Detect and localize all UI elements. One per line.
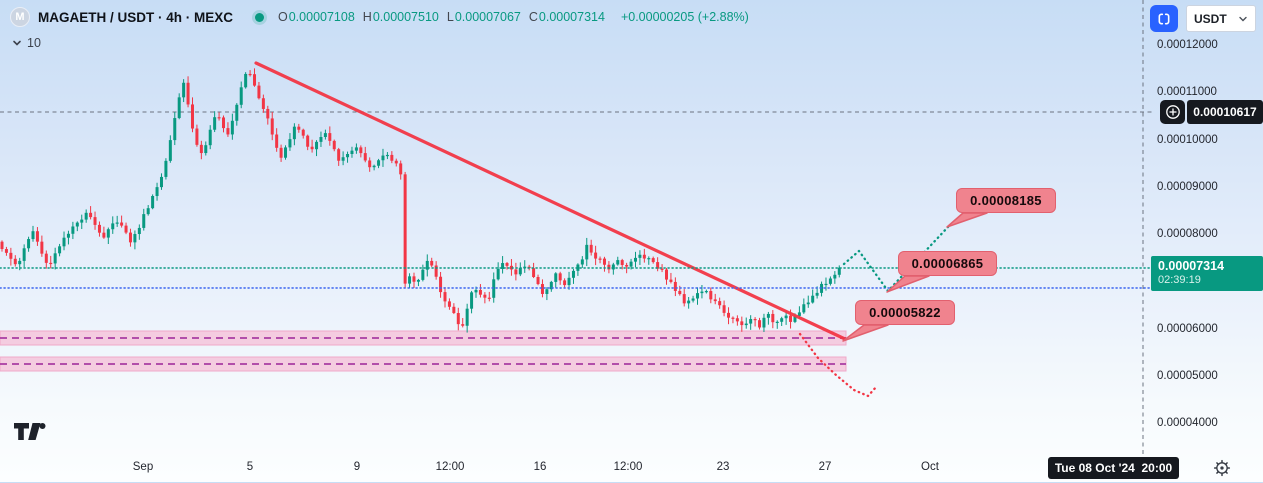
screenshot-area-button[interactable]: [1150, 5, 1178, 32]
time-axis-tick: 27: [818, 461, 832, 473]
chevron-down-icon: [1239, 16, 1247, 21]
price-axis-tick: 0.00011000: [1157, 86, 1217, 99]
time-axis-tick: 5: [246, 461, 254, 473]
add-alert-plus-button[interactable]: [1160, 100, 1185, 124]
price-callout[interactable]: 0.00006865: [898, 251, 997, 276]
indicator-count: 10: [27, 36, 41, 50]
live-status-dot: [255, 12, 264, 22]
current-price-value: 0.00007314: [1158, 259, 1225, 273]
time-axis-tick: 9: [353, 461, 361, 473]
price-callout-tail: [842, 324, 889, 342]
bar-countdown: 02:39:19: [1158, 274, 1201, 286]
time-axis-tick: 16: [533, 461, 547, 473]
time-axis-tick: 12:00: [435, 461, 465, 473]
symbol-title[interactable]: MAGAETH / USDT · 4h · MEXC: [38, 9, 233, 25]
ohlc-key: C: [528, 10, 538, 24]
chevron-down-icon: [13, 40, 21, 46]
time-axis-tick: 12:00: [613, 461, 643, 473]
brackets-icon: [1158, 13, 1170, 24]
price-callout-tail: [886, 275, 930, 293]
price-axis-tick: 0.00004000: [1157, 417, 1218, 430]
candlesticks: [0, 68, 841, 333]
ohlc-value: 0.00007314: [538, 10, 605, 24]
price-callout[interactable]: 0.00008185: [956, 188, 1056, 213]
currency-select-value: USDT: [1194, 11, 1227, 26]
price-axis-tick: 0.00012000: [1157, 39, 1218, 51]
ohlc-key: H: [362, 10, 372, 24]
current-price-label: 0.00007314 02:39:19: [1151, 256, 1263, 291]
plus-circle-icon: [1165, 105, 1180, 119]
price-axis-tick: 0.00008000: [1157, 228, 1218, 241]
price-axis-tick: 0.00010000: [1157, 133, 1218, 146]
crosshair-time-label: Tue 08 Oct '24 20:00: [1048, 457, 1179, 479]
ohlc-value: 0.00007510: [372, 10, 439, 24]
coin-logo-icon: M: [10, 7, 30, 27]
bearish-projection-path[interactable]: [798, 332, 879, 398]
time-axis[interactable]: Sep 5 9 12:00 16 12:00 23 27 Oct: [0, 455, 1263, 482]
ohlc-key: O: [278, 10, 288, 24]
tradingview-logo[interactable]: [14, 423, 50, 446]
ohlc-value: 0.00007108: [288, 10, 355, 24]
ohlc-values: O 0.00007108 H 0.00007510 L 0.00007067 C 0.0000…: [278, 10, 613, 24]
price-callout[interactable]: 0.00005822: [855, 300, 955, 325]
crosshair-price-label: 0.00010617: [1187, 100, 1263, 124]
indicators-collapsed-toggle[interactable]: 10: [12, 36, 41, 50]
price-callout-tail: [946, 212, 988, 228]
ohlc-value: 0.00007067: [454, 10, 521, 24]
descending-trendline[interactable]: [254, 61, 847, 341]
price-axis-tick: 0.00005000: [1157, 370, 1218, 383]
price-axis-tick: 0.00009000: [1157, 180, 1218, 193]
price-change-text: +0.00000205 (+2.88%): [620, 10, 749, 24]
ohlc-key: L: [446, 10, 454, 24]
tradingview-logo-icon: [14, 423, 46, 440]
time-axis-settings-gear[interactable]: [1212, 458, 1232, 478]
chart-header: M MAGAETH / USDT · 4h · MEXC O 0.00007108…: [10, 5, 749, 29]
gear-icon: [1213, 459, 1231, 477]
price-axis[interactable]: 0.00012000 0.00011000 0.00010000 0.00009000…: [1150, 0, 1263, 455]
time-axis-tick: Sep: [132, 461, 154, 473]
time-axis-tick: 23: [716, 461, 730, 473]
time-axis-tick: Oct: [921, 461, 939, 473]
price-axis-tick: 0.00006000: [1157, 322, 1218, 335]
currency-select[interactable]: USDT: [1186, 5, 1256, 32]
